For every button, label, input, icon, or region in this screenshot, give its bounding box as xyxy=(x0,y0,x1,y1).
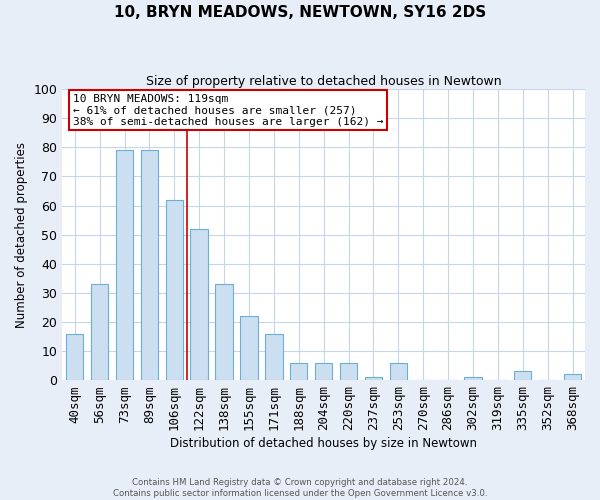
Bar xyxy=(66,334,83,380)
Bar xyxy=(389,362,407,380)
Bar xyxy=(290,362,307,380)
Text: 10 BRYN MEADOWS: 119sqm
← 61% of detached houses are smaller (257)
38% of semi-d: 10 BRYN MEADOWS: 119sqm ← 61% of detache… xyxy=(73,94,383,126)
Bar xyxy=(340,362,357,380)
Bar xyxy=(140,150,158,380)
Bar xyxy=(116,150,133,380)
Bar xyxy=(91,284,109,380)
Bar xyxy=(365,378,382,380)
Bar xyxy=(564,374,581,380)
Bar xyxy=(464,378,482,380)
Bar xyxy=(265,334,283,380)
X-axis label: Distribution of detached houses by size in Newtown: Distribution of detached houses by size … xyxy=(170,437,477,450)
Bar xyxy=(514,372,532,380)
Bar xyxy=(315,362,332,380)
Text: 10, BRYN MEADOWS, NEWTOWN, SY16 2DS: 10, BRYN MEADOWS, NEWTOWN, SY16 2DS xyxy=(114,5,486,20)
Bar xyxy=(215,284,233,380)
Y-axis label: Number of detached properties: Number of detached properties xyxy=(15,142,28,328)
Text: Contains HM Land Registry data © Crown copyright and database right 2024.
Contai: Contains HM Land Registry data © Crown c… xyxy=(113,478,487,498)
Bar xyxy=(190,229,208,380)
Bar xyxy=(240,316,257,380)
Title: Size of property relative to detached houses in Newtown: Size of property relative to detached ho… xyxy=(146,75,502,88)
Bar xyxy=(166,200,183,380)
